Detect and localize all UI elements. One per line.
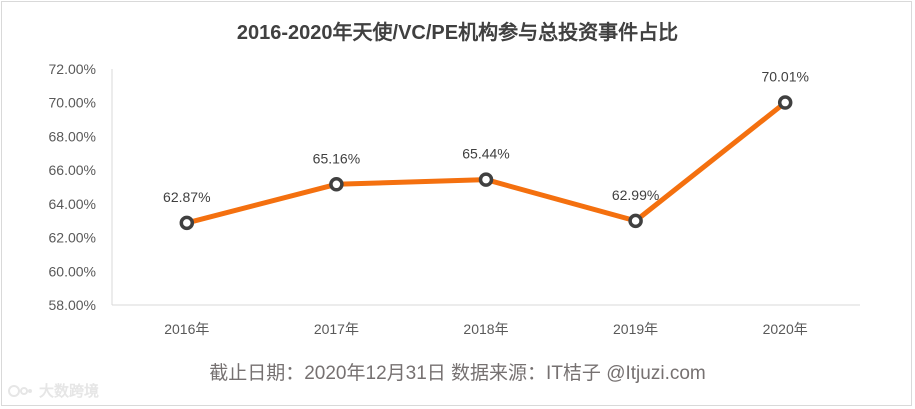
data-point [478,172,494,187]
y-tick-label: 72.00% [49,61,96,77]
data-point [329,177,344,192]
x-tick-label: 2017年 [314,321,359,337]
source-note: 截止日期：2020年12月31日 数据来源：IT桔子 @Itjuzi.com [209,363,706,384]
y-tick-label: 62.00% [49,230,96,246]
y-tick-label: 68.00% [49,128,96,144]
data-label: 70.01% [761,69,808,85]
data-label: 65.16% [313,150,360,166]
x-tick-label: 2020年 [763,321,808,337]
y-tick-label: 64.00% [49,196,96,212]
chart-title: 2016-2020年天使/VC/PE机构参与总投资事件占比 [236,22,679,44]
y-tick-label: 58.00% [49,297,96,313]
data-label: 62.99% [612,187,659,203]
series-line [184,100,788,226]
data-label: 62.87% [163,189,210,205]
data-point [777,95,793,110]
data-point [179,215,195,231]
data-point [628,213,643,229]
y-axis: 58.00% 60.00% 62.00% 64.00% 66.00% 68.00% 70.0… [49,61,113,313]
watermark: 大数跨境 [8,380,99,401]
series-group [179,95,793,231]
data-labels: 62.87% 65.16% 65.44% 62.99% 70.01% [163,69,809,205]
data-label: 65.44% [462,146,509,162]
y-tick-label: 60.00% [49,263,96,279]
x-tick-label: 2019年 [613,321,658,337]
x-tick-label: 2018年 [463,321,508,337]
y-tick-label: 66.00% [49,162,96,178]
watermark-text: 大数跨境 [39,383,100,400]
x-tick-label: 2016年 [164,321,209,337]
x-axis: 2016年 2017年 2018年 2019年 2020年 [112,304,860,337]
y-tick-label: 70.00% [49,95,96,111]
watermark-logo-icon [8,384,32,397]
